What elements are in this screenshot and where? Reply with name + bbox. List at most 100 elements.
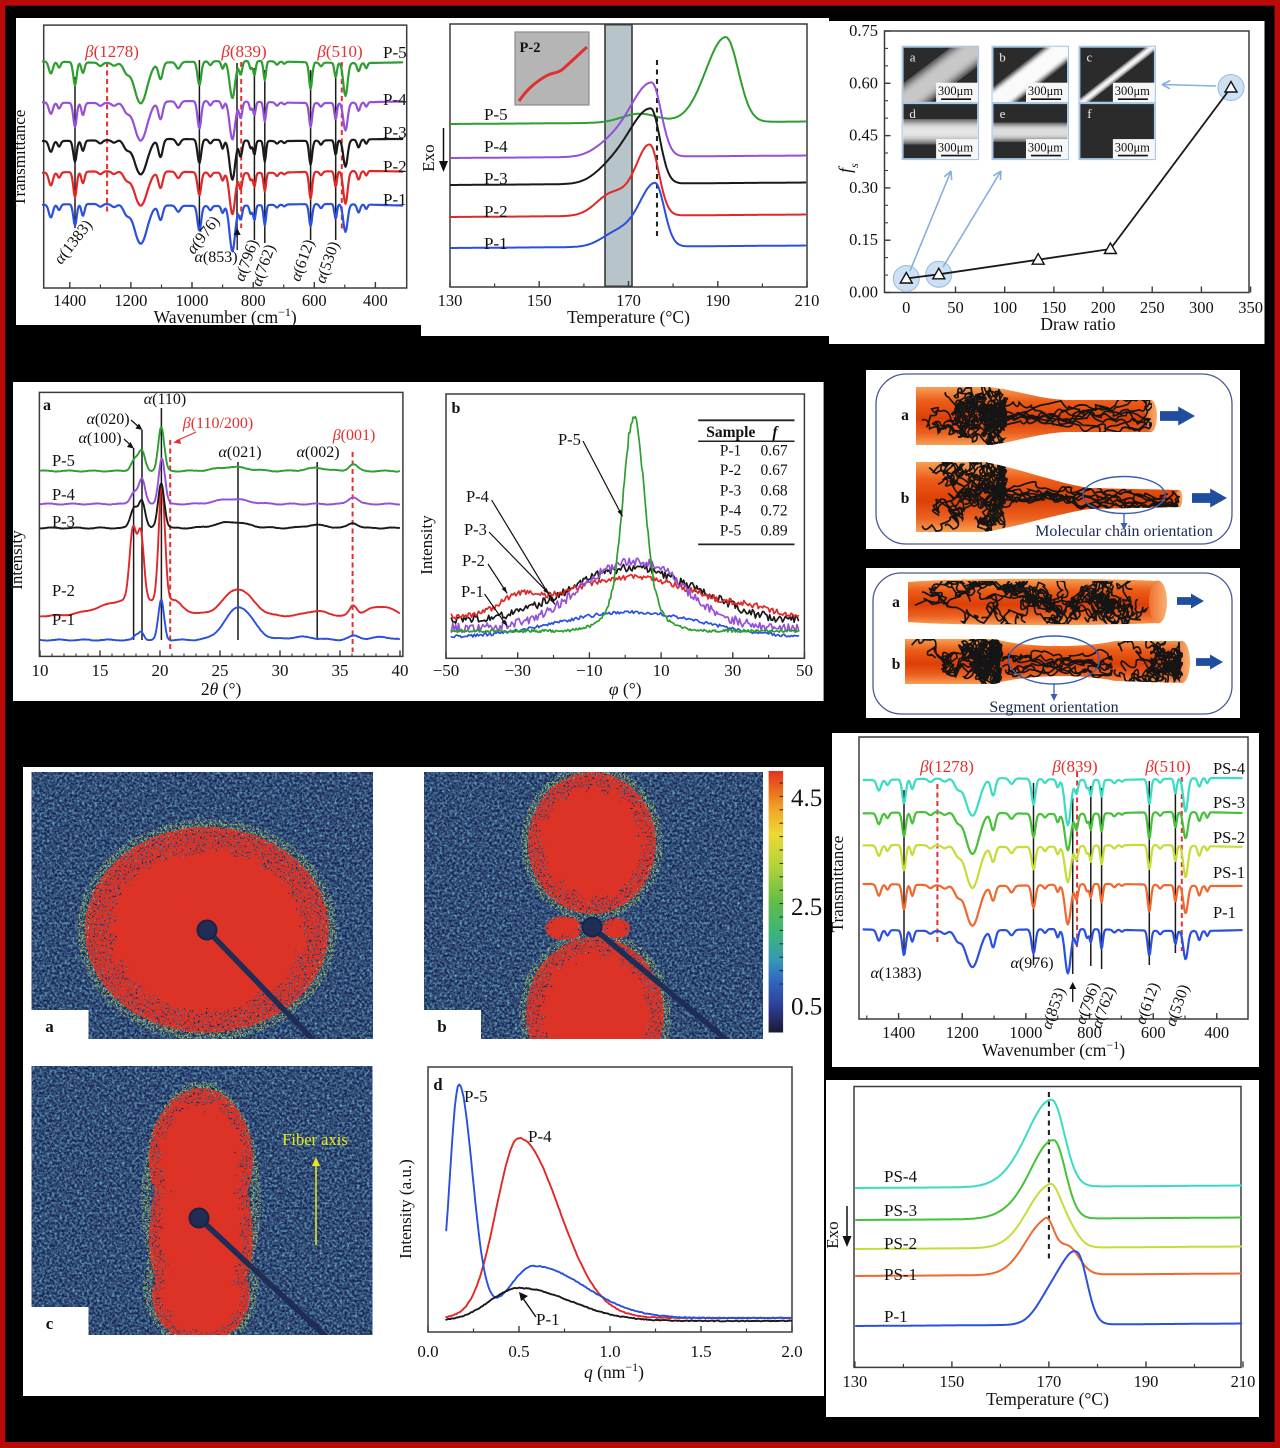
svg-text:300μm: 300μm (938, 141, 973, 155)
svg-text:Exo: Exo (823, 1221, 842, 1248)
svg-text:P-4: P-4 (720, 503, 742, 520)
svg-text:300μm: 300μm (1028, 141, 1063, 155)
svg-text:a: a (892, 594, 900, 611)
svg-text:P-4: P-4 (466, 487, 489, 506)
svg-text:50: 50 (796, 661, 813, 680)
svg-text:0: 0 (902, 298, 910, 317)
svg-text:P-3: P-3 (720, 483, 742, 500)
svg-text:P-2: P-2 (462, 551, 485, 570)
svg-text:−30: −30 (504, 661, 531, 680)
svg-text:α(853): α(853) (194, 249, 237, 266)
svg-text:300μm: 300μm (1115, 141, 1150, 155)
svg-text:Wavenumber (cm−1): Wavenumber (cm−1) (154, 305, 297, 327)
svg-text:β(110/200): β(110/200) (182, 415, 253, 432)
svg-text:Exo: Exo (419, 144, 438, 171)
svg-text:P-2: P-2 (383, 157, 407, 176)
svg-text:α(110): α(110) (144, 391, 186, 408)
svg-text:0.0: 0.0 (417, 1342, 438, 1361)
svg-text:d: d (433, 1075, 442, 1094)
svg-text:300: 300 (1189, 298, 1214, 317)
svg-text:P-4: P-4 (528, 1127, 552, 1146)
svg-text:20: 20 (152, 661, 169, 680)
svg-text:P-1: P-1 (383, 190, 407, 209)
svg-text:2θ (°): 2θ (°) (201, 679, 242, 699)
svg-text:fs: fs (835, 163, 861, 173)
svg-text:c: c (1087, 50, 1093, 65)
svg-text:0.30: 0.30 (849, 178, 878, 197)
svg-text:α(021): α(021) (218, 444, 261, 461)
svg-text:30: 30 (724, 661, 741, 680)
svg-text:0.68: 0.68 (760, 483, 787, 500)
svg-text:β(1278): β(1278) (84, 42, 139, 61)
svg-text:P-2: P-2 (720, 462, 742, 479)
svg-text:190: 190 (705, 291, 730, 310)
svg-text:Transmittance: Transmittance (828, 836, 847, 933)
svg-text:0.00: 0.00 (849, 283, 878, 302)
svg-text:Molecular chain orientation: Molecular chain orientation (1035, 523, 1213, 540)
svg-text:P-1: P-1 (484, 234, 508, 253)
svg-text:150: 150 (527, 291, 552, 310)
svg-text:PS-3: PS-3 (1213, 793, 1245, 812)
svg-text:α(1383): α(1383) (870, 965, 921, 982)
svg-text:300μm: 300μm (1115, 84, 1150, 98)
svg-text:350: 350 (1238, 298, 1263, 317)
svg-text:P-1: P-1 (461, 582, 484, 601)
svg-text:40: 40 (392, 661, 409, 680)
svg-text:1400: 1400 (882, 1023, 915, 1042)
svg-text:PS-4: PS-4 (1213, 759, 1245, 778)
svg-text:P-5: P-5 (558, 430, 581, 449)
svg-text:Fiber axis: Fiber axis (282, 1130, 348, 1149)
svg-text:f: f (1087, 106, 1092, 121)
svg-text:210: 210 (1231, 1372, 1256, 1391)
svg-text:b: b (437, 1017, 446, 1036)
svg-text:Sample: Sample (706, 424, 755, 441)
svg-text:210: 210 (795, 291, 820, 310)
svg-text:P-2: P-2 (52, 581, 75, 600)
svg-text:P-5: P-5 (484, 105, 508, 124)
svg-text:25: 25 (212, 661, 229, 680)
svg-text:10: 10 (653, 661, 670, 680)
svg-text:200: 200 (1091, 298, 1116, 317)
svg-text:PS-4: PS-4 (884, 1167, 918, 1186)
svg-text:P-3: P-3 (52, 512, 75, 531)
svg-text:c: c (46, 1314, 54, 1333)
svg-text:β(001): β(001) (332, 427, 376, 444)
svg-text:α(976): α(976) (1010, 955, 1053, 972)
svg-text:1200: 1200 (114, 291, 147, 310)
svg-text:0.67: 0.67 (760, 462, 787, 479)
svg-text:0.15: 0.15 (849, 230, 878, 249)
svg-text:P-5: P-5 (464, 1087, 488, 1106)
svg-text:170: 170 (616, 291, 641, 310)
svg-text:a: a (901, 407, 909, 424)
svg-text:b: b (901, 490, 910, 507)
svg-text:P-2: P-2 (520, 40, 541, 56)
svg-text:b: b (452, 400, 461, 417)
svg-text:P-3: P-3 (484, 169, 508, 188)
svg-text:Temperature (°C): Temperature (°C) (986, 1389, 1109, 1409)
svg-text:1000: 1000 (1009, 1023, 1042, 1042)
svg-text:Segment orientation: Segment orientation (989, 699, 1118, 716)
svg-text:−50: −50 (433, 661, 460, 680)
svg-text:600: 600 (302, 291, 327, 310)
svg-text:190: 190 (1134, 1372, 1159, 1391)
svg-text:50: 50 (947, 298, 964, 317)
svg-text:2.0: 2.0 (781, 1342, 802, 1361)
svg-text:Intensity (a.u.): Intensity (a.u.) (396, 1159, 415, 1259)
svg-text:2.5: 2.5 (791, 894, 822, 921)
svg-text:170: 170 (1037, 1372, 1062, 1391)
svg-text:4.5: 4.5 (791, 785, 822, 812)
svg-text:−10: −10 (576, 661, 603, 680)
svg-text:P-4: P-4 (484, 137, 508, 156)
svg-text:0.60: 0.60 (849, 73, 878, 92)
svg-text:10: 10 (32, 661, 49, 680)
svg-text:130: 130 (843, 1372, 868, 1391)
svg-text:PS-1: PS-1 (1213, 863, 1245, 882)
svg-text:β(510): β(510) (316, 42, 362, 61)
svg-text:P-5: P-5 (52, 451, 75, 470)
svg-text:0.67: 0.67 (760, 443, 787, 460)
svg-text:P-4: P-4 (52, 485, 75, 504)
svg-text:β(510): β(510) (1144, 757, 1190, 776)
svg-text:Draw ratio: Draw ratio (1040, 314, 1116, 334)
svg-text:1400: 1400 (53, 291, 86, 310)
svg-text:b: b (892, 656, 901, 673)
